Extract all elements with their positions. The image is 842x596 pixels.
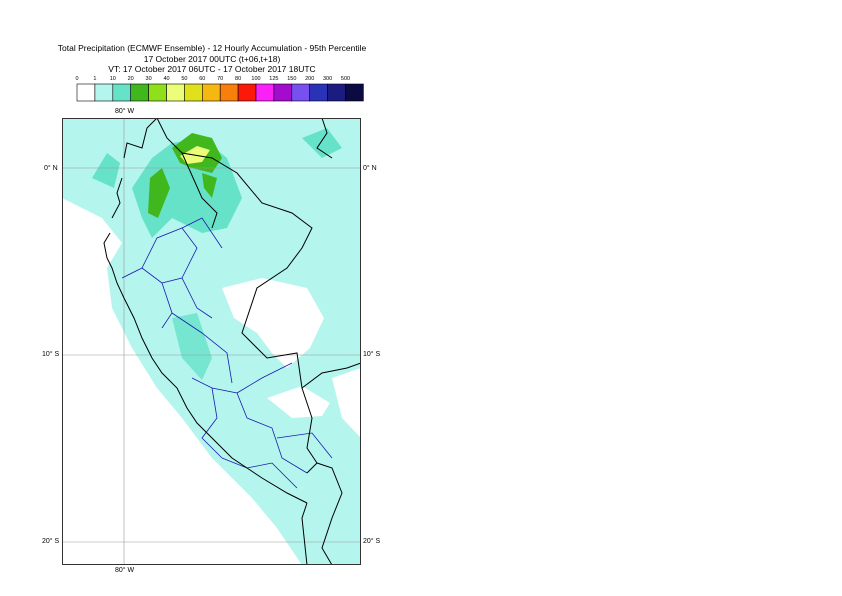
legend-swatch <box>130 83 149 102</box>
legend-threshold-label: 300 <box>323 76 332 82</box>
legend-threshold-label: 50 <box>181 76 187 82</box>
legend-threshold-label: 60 <box>199 76 205 82</box>
legend-threshold-label: 200 <box>305 76 314 82</box>
legend-swatch <box>237 83 257 102</box>
legend-swatch <box>148 83 167 102</box>
legend-swatch <box>112 83 132 102</box>
legend-threshold-label: 500 <box>341 76 350 82</box>
map-frame <box>62 118 361 565</box>
legend-swatch <box>166 83 185 102</box>
dry-inland-area <box>267 386 330 418</box>
legend-threshold-label: 0 <box>75 76 78 82</box>
legend-swatch <box>184 83 203 102</box>
lat-label-right: 0° N <box>363 165 377 172</box>
color-legend: 0 1 10 20 30 40 50 60 70 80 100 125 150 200 300 500 <box>75 76 364 102</box>
legend-swatch <box>202 83 221 102</box>
dry-amazon-area <box>222 278 324 368</box>
graticule <box>62 118 361 565</box>
legend-swatch <box>309 83 328 102</box>
dry-ocean-area <box>62 198 302 565</box>
lat-label-right: 20° S <box>363 538 381 545</box>
legend-threshold-label: 20 <box>128 76 134 82</box>
legend-swatch <box>345 83 364 102</box>
legend-threshold-label: 100 <box>251 76 260 82</box>
lat-label-right: 10° S <box>363 351 381 358</box>
heavy-precip-area <box>148 168 170 218</box>
heavy-precip-area <box>202 173 217 198</box>
map-title: Total Precipitation (ECMWF Ensemble) - 1… <box>57 43 367 53</box>
legend-threshold-label: 40 <box>163 76 169 82</box>
moderate-precip-area <box>92 153 120 188</box>
lat-label-left: 10° S <box>42 351 60 358</box>
moderate-precip-area <box>302 128 342 158</box>
lon-label-top: 80° W <box>115 108 135 115</box>
legend-swatch <box>94 83 114 102</box>
precipitation-map <box>62 118 361 565</box>
valid-time: VT: 17 October 2017 06UTC - 17 October 2… <box>108 64 316 74</box>
lat-label-left: 20° S <box>42 538 60 545</box>
legend-threshold-label: 150 <box>287 76 296 82</box>
lon-label-bottom: 80° W <box>115 567 135 574</box>
legend-swatch <box>219 83 239 102</box>
legend-threshold-label: 70 <box>217 76 223 82</box>
moderate-precip-area <box>172 313 212 380</box>
legend-swatch <box>291 83 310 102</box>
legend-threshold-label: 80 <box>235 76 241 82</box>
legend-swatch <box>76 83 96 102</box>
national-borders <box>156 118 361 565</box>
legend-swatch <box>327 83 346 102</box>
legend-threshold-label: 10 <box>110 76 116 82</box>
legend-swatch <box>273 83 293 102</box>
legend-threshold-label: 125 <box>269 76 278 82</box>
admin-boundaries <box>121 217 333 489</box>
legend-threshold-label: 1 <box>93 76 96 82</box>
coastline <box>103 118 308 504</box>
legend-threshold-label: 30 <box>146 76 152 82</box>
base-time: 17 October 2017 00UTC (t+06,t+18) <box>143 54 281 64</box>
lat-label-left: 0° N <box>44 165 58 172</box>
dry-east-area <box>332 368 361 438</box>
legend-swatch <box>255 83 275 102</box>
